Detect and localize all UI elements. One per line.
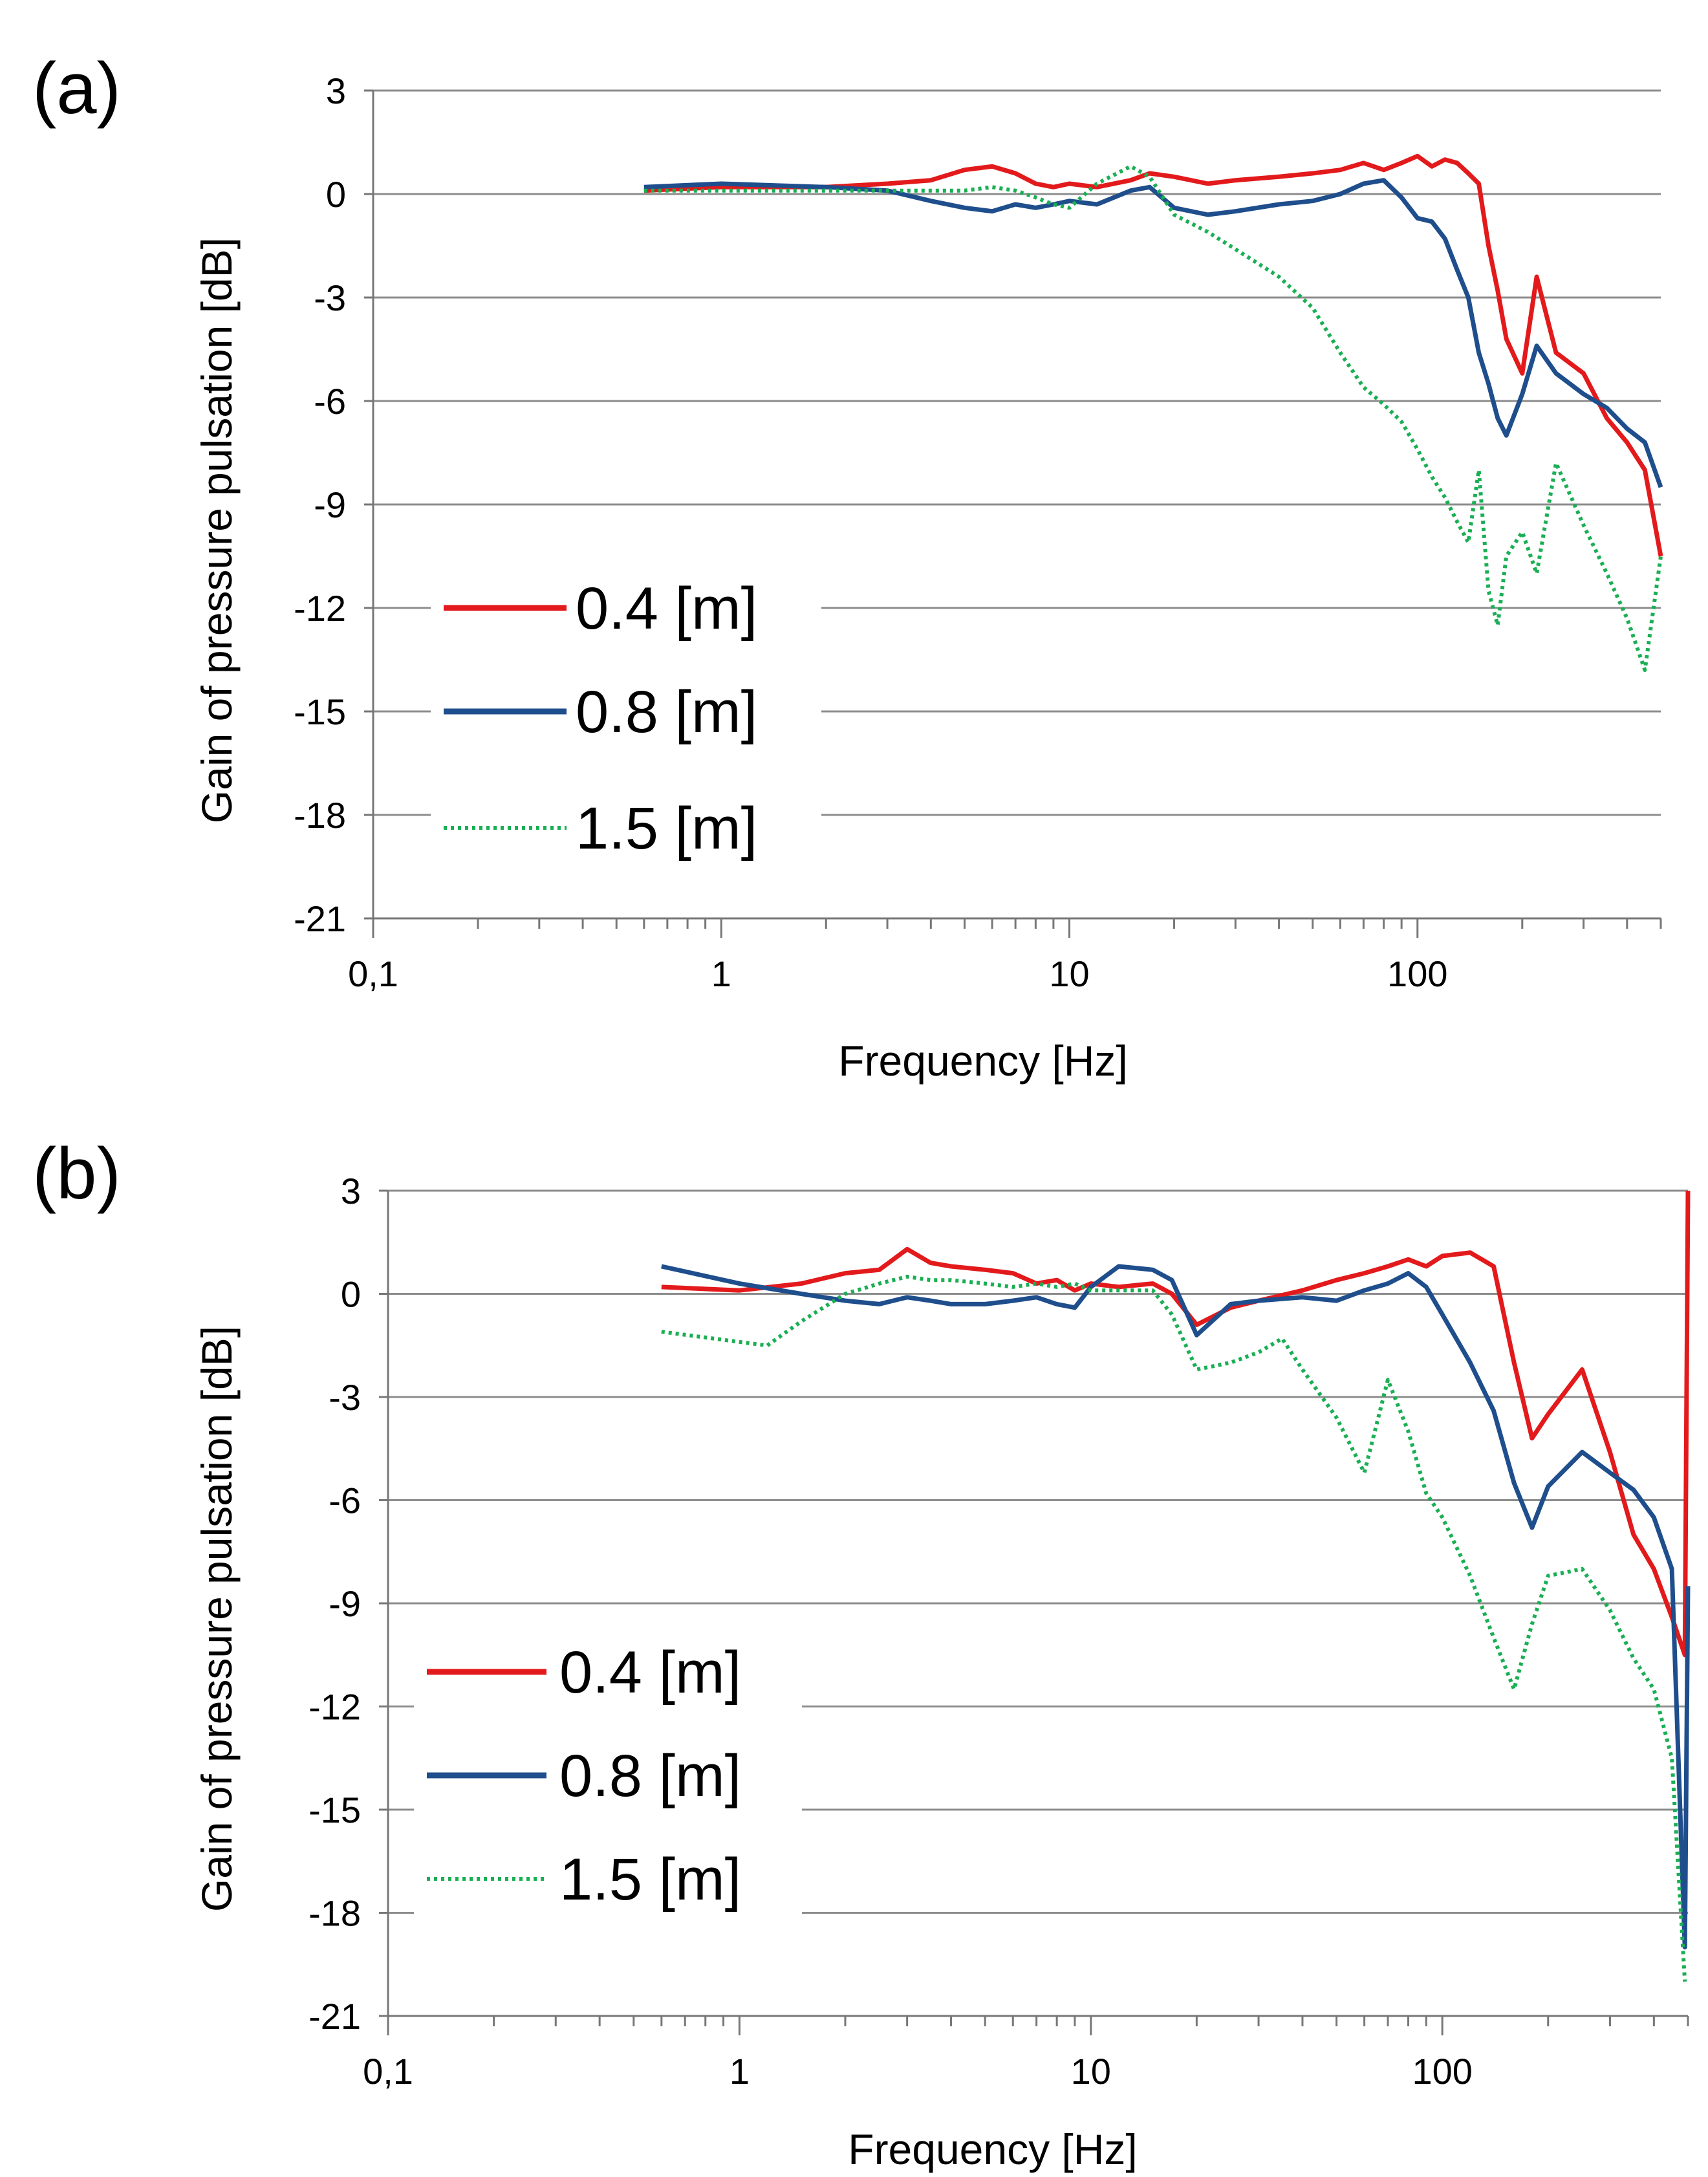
y-tick-label: 0 <box>326 174 346 215</box>
y-tick-label: -18 <box>294 795 346 836</box>
legend-label: 1.5 [m] <box>559 1847 741 1912</box>
axes <box>379 1189 1689 2035</box>
chart-panel-a: (a) 3 0 -3 -6 -9 -12 -15 -18 -21 0,1 1 10 100 0.4 [… <box>0 0 1708 1088</box>
series-line-0.8 <box>661 1264 1691 1950</box>
y-tick-label: -9 <box>329 1583 361 1624</box>
y-tick-label: 3 <box>326 70 346 111</box>
x-axis-title: Frequency [Hz] <box>848 2125 1138 2173</box>
x-tick-labels: 0,1 1 10 100 <box>363 2051 1473 2092</box>
series-lines <box>661 1190 1691 1982</box>
y-tick-label: 0 <box>341 1274 361 1315</box>
y-tick-label: -21 <box>294 898 346 939</box>
x-tick-label: 0,1 <box>363 2051 413 2092</box>
legend-label: 0.8 [m] <box>576 679 757 745</box>
x-tick-label: 1 <box>711 953 731 994</box>
y-tick-label: -12 <box>308 1687 361 1728</box>
y-tick-label: -3 <box>329 1377 361 1418</box>
y-tick-label: -6 <box>314 381 346 422</box>
x-tick-label: 10 <box>1049 953 1089 994</box>
x-tick-label: 10 <box>1071 2051 1111 2092</box>
y-tick-label: -9 <box>314 484 346 525</box>
series-line-0.4 <box>643 153 1663 557</box>
series-line-1.5 <box>643 164 1663 672</box>
legend-label: 0.8 [m] <box>559 1743 741 1809</box>
chart-panel-b: (b) 3 0 -3 -6 -9 -12 -15 -18 -21 0,1 1 10 100 0.4 [… <box>0 1088 1708 2177</box>
y-axis-title: Gain of pressure pulsation [dB] <box>193 237 241 823</box>
y-tick-label: -6 <box>329 1480 361 1521</box>
panel-label-b: (b) <box>32 1133 121 1214</box>
x-tick-label: 100 <box>1412 2051 1472 2092</box>
y-tick-label: -3 <box>314 277 346 318</box>
legend-label: 1.5 [m] <box>576 796 757 861</box>
y-tick-label: -15 <box>294 691 346 732</box>
legend-label: 0.4 [m] <box>559 1640 741 1706</box>
x-tick-label: 1 <box>730 2051 750 2092</box>
y-tick-label: -12 <box>294 588 346 629</box>
legend-label: 0.4 [m] <box>576 576 757 642</box>
y-tick-label: -21 <box>308 1996 361 2037</box>
series-line-0.8 <box>643 178 1663 488</box>
y-axis-title: Gain of pressure pulsation [dB] <box>193 1326 241 1912</box>
y-tick-labels: 3 0 -3 -6 -9 -12 -15 -18 -21 <box>294 70 346 939</box>
x-tick-label: 100 <box>1387 953 1447 994</box>
legend: 0.4 [m] 0.8 [m] 1.5 [m] <box>431 550 821 883</box>
series-line-1.5 <box>661 1274 1687 1982</box>
panel-label-a: (a) <box>32 48 121 129</box>
x-axis-title: Frequency [Hz] <box>838 1037 1128 1085</box>
y-tick-label: 3 <box>341 1171 361 1211</box>
y-tick-label: -18 <box>308 1893 361 1934</box>
x-tick-labels: 0,1 1 10 100 <box>348 953 1447 994</box>
series-line-0.4 <box>661 1190 1691 1658</box>
chart-b-svg: (b) 3 0 -3 -6 -9 -12 -15 -18 -21 0,1 1 10 100 0.4 [… <box>32 1133 1691 2173</box>
y-tick-label: -15 <box>308 1790 361 1830</box>
legend: 0.4 [m] 0.8 [m] 1.5 [m] <box>414 1614 802 1934</box>
x-tick-label: 0,1 <box>348 953 398 994</box>
y-tick-labels: 3 0 -3 -6 -9 -12 -15 -18 -21 <box>308 1171 361 2037</box>
axes <box>364 89 1662 938</box>
chart-a-svg: (a) 3 0 -3 -6 -9 -12 -15 -18 -21 0,1 1 10 100 0.4 [… <box>32 48 1663 1085</box>
series-lines <box>643 153 1663 672</box>
